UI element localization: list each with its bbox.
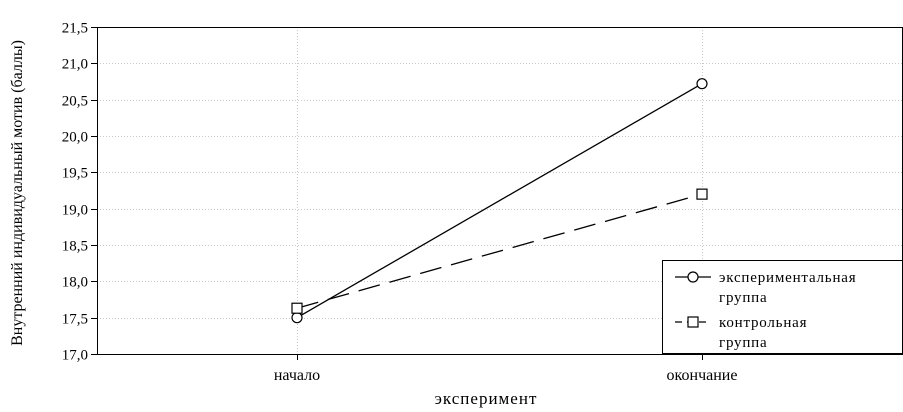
y-axis: 17,0 17,5 18,0 18,5 19,0 19,5 20,0 20,5 21,0 21,5 <box>62 21 97 364</box>
y-axis-label: Внутренний индивидуальный мотив (баллы) <box>9 40 26 346</box>
x-axis-label: эксперимент <box>435 389 538 408</box>
x-axis: начало окончание <box>274 354 738 384</box>
y-tick-label: 18,5 <box>62 239 88 255</box>
y-tick-label: 18,0 <box>62 275 88 291</box>
y-tick-label: 19,0 <box>62 203 88 219</box>
y-tick-label: 17,5 <box>62 312 88 328</box>
y-tick-label: 19,5 <box>62 166 88 182</box>
legend-entry-1: экспериментальная группа <box>675 270 856 306</box>
y-tick-label: 20,0 <box>62 130 88 146</box>
series-layer <box>291 78 708 324</box>
y-tick-label: 20,5 <box>62 94 88 110</box>
data-point <box>291 312 303 324</box>
data-point <box>696 188 708 200</box>
series-line <box>296 83 703 319</box>
legend-marker <box>687 316 699 328</box>
x-tick-label: окончание <box>667 367 738 384</box>
data-point <box>696 78 708 90</box>
series-2 <box>291 188 708 314</box>
y-tick-label: 17,0 <box>62 348 88 364</box>
legend: экспериментальная группа контрольная группа <box>662 260 903 354</box>
x-tick-label: начало <box>274 367 320 384</box>
series-1 <box>291 78 708 324</box>
legend-label: экспериментальная <box>719 270 856 286</box>
legend-marker <box>687 271 699 283</box>
legend-label: контрольная <box>719 315 807 331</box>
series-line <box>296 193 703 309</box>
y-tick-label: 21,0 <box>62 57 88 73</box>
y-tick-label: 21,5 <box>62 21 88 37</box>
legend-label: группа <box>719 290 767 306</box>
data-point <box>291 302 303 314</box>
legend-box <box>662 260 903 354</box>
legend-entry-2: контрольная группа <box>675 315 807 351</box>
legend-label: группа <box>719 335 767 351</box>
